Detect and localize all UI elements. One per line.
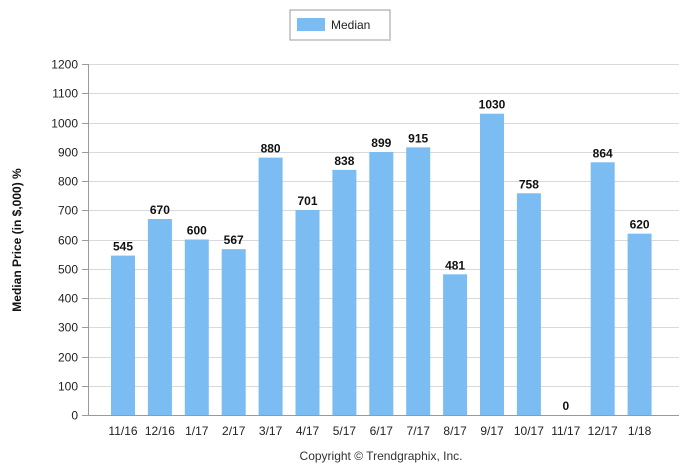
data-label: 758 <box>519 177 539 191</box>
legend-label: Median <box>331 18 370 32</box>
data-label: 915 <box>408 131 428 145</box>
x-tick-label: 12/17 <box>588 424 618 438</box>
bar <box>406 147 431 416</box>
data-label: 600 <box>187 224 207 238</box>
x-tick-label: 6/17 <box>370 424 394 438</box>
y-axis-title: Median Price (in $,000) % <box>10 168 24 312</box>
x-tick-label: 12/16 <box>145 424 175 438</box>
x-tick-label: 7/17 <box>407 424 431 438</box>
bar <box>480 113 504 415</box>
bar <box>258 157 283 415</box>
bar <box>332 169 357 415</box>
x-tick-label: 5/17 <box>333 424 357 438</box>
bars <box>111 113 652 416</box>
y-tick-label: 1000 <box>51 117 78 131</box>
y-tick-label: 0 <box>71 409 78 423</box>
axes <box>88 64 679 416</box>
bar <box>221 249 246 415</box>
y-tick-label: 500 <box>58 263 78 277</box>
data-label: 620 <box>630 218 650 232</box>
x-tick-label: 11/16 <box>108 424 137 438</box>
y-tick-label: 1100 <box>52 87 78 101</box>
bar <box>590 162 615 415</box>
data-label: 567 <box>224 233 244 247</box>
legend: Median <box>289 9 391 41</box>
data-label: 701 <box>297 194 317 208</box>
data-label: 899 <box>371 136 391 150</box>
legend-shadow <box>291 39 391 41</box>
bar <box>111 255 135 415</box>
data-label: 838 <box>334 154 354 168</box>
y-tick-label: 100 <box>58 380 78 394</box>
y-tick-labels: 0 100 200 300 400 500 600 700 800 900 1000 1100 1200 <box>51 58 88 423</box>
bar <box>295 209 320 415</box>
data-label: 0 <box>562 399 569 413</box>
x-tick-label: 1/18 <box>628 424 652 438</box>
bar <box>443 274 468 415</box>
data-label: 670 <box>150 203 170 217</box>
data-label: 1030 <box>479 98 506 112</box>
y-tick-label: 300 <box>58 321 78 335</box>
bar <box>147 219 172 415</box>
bar <box>627 233 652 415</box>
bar <box>184 239 209 415</box>
y-tick-label: 700 <box>58 204 78 218</box>
y-tick-label: 1200 <box>51 58 78 72</box>
y-tick-label: 600 <box>58 234 78 248</box>
y-tick-label: 900 <box>58 146 78 160</box>
y-tick-label: 400 <box>58 292 78 306</box>
copyright-text: Copyright © Trendgraphix, Inc. <box>300 449 463 463</box>
bar <box>369 152 394 416</box>
x-tick-labels: 11/16 12/16 1/17 2/17 3/17 4/17 5/17 6/17 7/17 8/… <box>108 424 651 438</box>
data-label: 880 <box>261 142 281 156</box>
x-tick-label: 8/17 <box>443 424 467 438</box>
x-tick-label: 2/17 <box>222 424 246 438</box>
y-tick-label: 200 <box>58 351 78 365</box>
legend-swatch <box>297 18 325 31</box>
data-label: 545 <box>113 240 133 254</box>
x-tick-label: 1/17 <box>185 424 209 438</box>
x-tick-label: 4/17 <box>296 424 320 438</box>
data-label: 864 <box>593 146 613 160</box>
x-tick-label: 3/17 <box>259 424 283 438</box>
y-tick-label: 800 <box>58 175 78 189</box>
data-label: 481 <box>445 258 465 272</box>
x-tick-label: 9/17 <box>480 424 504 438</box>
x-tick-label: 10/17 <box>514 424 544 438</box>
data-labels: 545 670 600 567 880 701 838 899 915 481 1030 758 0 86… <box>113 98 650 413</box>
x-tick-label: 11/17 <box>551 424 580 438</box>
bar <box>516 193 541 415</box>
